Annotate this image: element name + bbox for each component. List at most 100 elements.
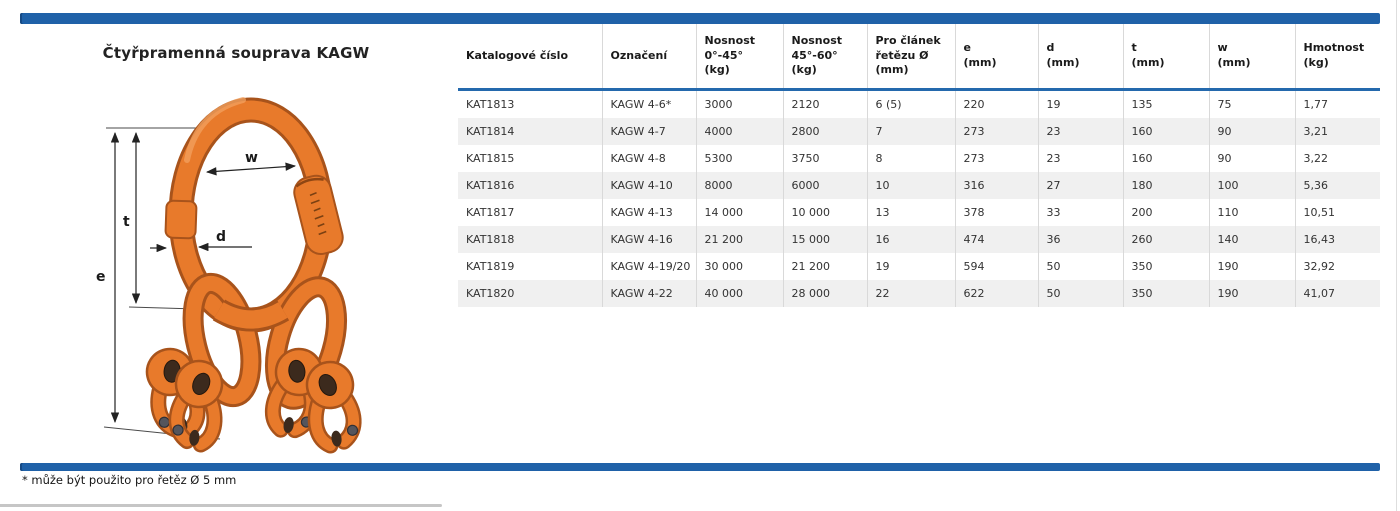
table-cell: 14 000 [695, 199, 783, 226]
table-row: KAT1816 KAGW 4-10 8000 6000 10 316 27 180 100 5,3… [458, 172, 1380, 199]
table-cell: 90 [1208, 118, 1295, 145]
table-row: KAT1819 KAGW 4-19/20 30 000 21 200 19 594 50 35… [458, 253, 1380, 280]
table-cell: 6 (5) [866, 89, 955, 118]
table-cell: 2800 [782, 118, 867, 145]
table-cell: 594 [954, 253, 1038, 280]
dimension-e: e [96, 131, 120, 424]
footnote: * může být použito pro řetěz Ø 5 mm [22, 473, 237, 487]
table-row: KAT1813 KAGW 4-6* 3000 2120 6 (5) 220 19 135 75 1… [458, 89, 1380, 118]
product-illustration: e t w d [96, 97, 390, 470]
table-cell: 350 [1122, 280, 1209, 307]
table-cell: KAT1816 [466, 179, 515, 192]
dimension-t: t [123, 131, 141, 305]
grab-hook [304, 359, 361, 450]
table-cell: 13 [866, 199, 955, 226]
table-cell: 190 [1208, 280, 1295, 307]
table-cell: 21 200 [695, 226, 783, 253]
table-cell: KAT1818 [466, 233, 515, 246]
table-cell: 36 [1037, 226, 1123, 253]
table-cell: 3000 [695, 89, 783, 118]
page-title: Čtyřpramenná souprava KAGW [102, 44, 370, 62]
table-cell: 10 [866, 172, 955, 199]
table-cell: 160 [1122, 145, 1209, 172]
table-cell: 28 000 [782, 280, 867, 307]
table-row: KAT1817 KAGW 4-13 14 000 10 000 13 378 33 200 11… [458, 199, 1380, 226]
column-header: w (mm) [1208, 24, 1295, 91]
table-cell: KAGW 4-22 [601, 280, 696, 307]
table-cell: 50 [1037, 280, 1123, 307]
table-cell: KAT1820 [466, 287, 515, 300]
table-cell: KAGW 4-7 [601, 118, 696, 145]
column-header: t (mm) [1122, 24, 1209, 91]
sub-link-left [182, 272, 262, 408]
dimension-label-w: w [245, 150, 258, 166]
table-cell: 30 000 [695, 253, 783, 280]
column-header: Označení [601, 24, 696, 91]
table-cell: KAT1814 [466, 125, 515, 138]
table-cell: 6000 [782, 172, 867, 199]
table-cell: 50 [1037, 253, 1123, 280]
bottom-divider-bar [20, 463, 1380, 471]
page-right-border [1396, 0, 1397, 511]
column-header: Nosnost 0°-45° (kg) [695, 24, 783, 91]
table-cell: KAT1819 [466, 260, 515, 273]
table-cell: 23 [1037, 145, 1123, 172]
table-cell: KAT1817 [466, 206, 515, 219]
table-cell: 75 [1208, 89, 1295, 118]
table-cell: 16,43 [1294, 226, 1380, 253]
table-cell: 32,92 [1294, 253, 1380, 280]
assembly-fitting [293, 174, 344, 256]
table-cell: 100 [1208, 172, 1295, 199]
table-cell: KAT1815 [466, 152, 515, 165]
table-cell: 273 [954, 118, 1038, 145]
bottom-section-edge [0, 504, 442, 507]
table-cell: 160 [1122, 118, 1209, 145]
table-cell: 220 [954, 89, 1038, 118]
column-header: Katalogové číslo [458, 24, 602, 91]
column-header: Nosnost 45°-60° (kg) [782, 24, 867, 91]
dimension-label-e: e [96, 269, 106, 285]
top-divider-bar [20, 13, 1380, 24]
table-row: KAT1820 KAGW 4-22 40 000 28 000 22 622 50 350 19… [458, 280, 1380, 307]
table-row: KAT1815 KAGW 4-8 5300 3750 8 273 23 160 90 3,22 [458, 145, 1380, 172]
table-cell: 33 [1037, 199, 1123, 226]
table-cell: 378 [954, 199, 1038, 226]
table-cell: 273 [954, 145, 1038, 172]
dimension-d: d [150, 229, 252, 253]
table-cell: KAGW 4-6* [601, 89, 696, 118]
column-header: Pro článek řetězu Ø (mm) [866, 24, 955, 91]
table-cell: 350 [1122, 253, 1209, 280]
table-cell: 474 [954, 226, 1038, 253]
table-cell: 3,21 [1294, 118, 1380, 145]
table-cell: 180 [1122, 172, 1209, 199]
table-cell: 110 [1208, 199, 1295, 226]
table-cell: 5300 [695, 145, 783, 172]
table-cell: 140 [1208, 226, 1295, 253]
dimension-label-d: d [216, 229, 226, 245]
table-cell: 1,77 [1294, 89, 1380, 118]
table-cell: 8 [866, 145, 955, 172]
dimension-label-t: t [123, 214, 130, 230]
table-cell: 90 [1208, 145, 1295, 172]
table-cell: 8000 [695, 172, 783, 199]
table-body: KAT1813 KAGW 4-6* 3000 2120 6 (5) 220 19 135 75 1… [458, 89, 1380, 307]
table-cell: 2120 [782, 89, 867, 118]
table-cell: 41,07 [1294, 280, 1380, 307]
table-cell: 316 [954, 172, 1038, 199]
table-cell: 135 [1122, 89, 1209, 118]
column-header: d (mm) [1037, 24, 1123, 91]
table-cell: 3750 [782, 145, 867, 172]
table-cell: 21 200 [782, 253, 867, 280]
table-cell: KAGW 4-13 [601, 199, 696, 226]
table-cell: KAGW 4-10 [601, 172, 696, 199]
table-cell: 19 [866, 253, 955, 280]
sub-link-right [265, 276, 347, 410]
table-cell: KAGW 4-8 [601, 145, 696, 172]
header-row: Katalogové číslo Označení Nosnost 0°-45° (kg… [458, 24, 1380, 91]
table-cell: 260 [1122, 226, 1209, 253]
column-header: e (mm) [954, 24, 1038, 91]
table-cell: 622 [954, 280, 1038, 307]
table-cell: KAT1813 [466, 98, 515, 111]
table-cell: 15 000 [782, 226, 867, 253]
